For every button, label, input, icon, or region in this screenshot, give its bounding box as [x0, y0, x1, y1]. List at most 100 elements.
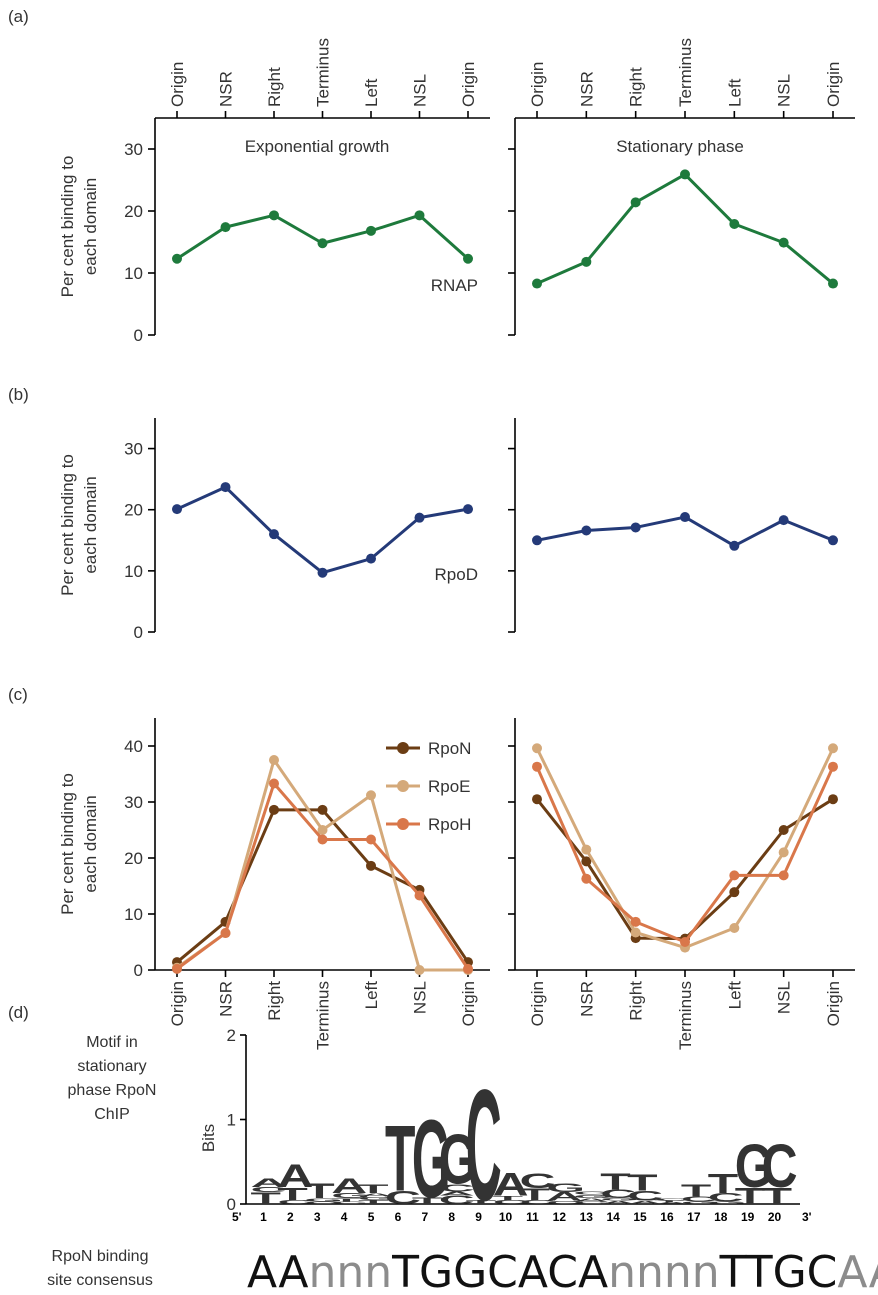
x-tick-label: Left: [362, 981, 381, 1010]
logo-column: CTA 10: [493, 1166, 529, 1224]
series-line: [535, 747, 835, 950]
logo-letter-t: T: [627, 1170, 658, 1196]
logo-y-tick-label: 0: [227, 1195, 236, 1214]
position-label: 16: [660, 1210, 674, 1224]
logo-column: TG 19: [735, 1132, 774, 1224]
data-point: [463, 963, 473, 974]
logo-letter-t: T: [412, 1196, 443, 1206]
logo-letter-a: A: [251, 1176, 287, 1189]
series-rpoh: [172, 778, 473, 974]
series-annotation: RNAP: [431, 276, 478, 295]
logo-letter-c: C: [439, 1193, 475, 1206]
y-axis-label-line2: each domain: [81, 476, 100, 573]
logo-letter-c: C: [331, 1201, 367, 1205]
position-label: 7: [422, 1210, 429, 1224]
x-tick-label: NSL: [775, 981, 794, 1014]
logo-column: GCT 18: [708, 1167, 747, 1224]
x-tick-label: Terminus: [314, 38, 333, 107]
logo-letter-a: A: [277, 1158, 313, 1195]
legend-label: RpoE: [428, 777, 471, 796]
data-point: [778, 847, 789, 858]
logo-column: CTC 11: [520, 1169, 556, 1224]
y-axis-label-line1: Per cent binding to: [58, 156, 77, 298]
data-point: [630, 916, 641, 927]
data-point: [463, 504, 473, 515]
position-label: 14: [606, 1210, 620, 1224]
logo-letter-g: G: [358, 1196, 397, 1201]
y-axis-label-line1: Per cent binding to: [58, 454, 77, 596]
data-point: [532, 535, 542, 546]
series-rpoe: [532, 743, 838, 953]
x-tick-label: Origin: [168, 981, 187, 1026]
logo-letter-g: G: [546, 1181, 585, 1194]
condition-title: Stationary phase: [616, 137, 744, 156]
logo-y-tick-label: 1: [227, 1111, 236, 1130]
data-point: [729, 540, 740, 551]
consensus-label-line: site consensus: [47, 1272, 153, 1289]
legend: RpoN RpoE RpoH: [386, 739, 471, 834]
logo-letter-c: C: [385, 1187, 421, 1208]
data-point: [317, 238, 328, 249]
y-tick-label: 40: [124, 737, 143, 756]
logo-letter-c: C: [546, 1200, 582, 1205]
logo-column: CTA 2: [277, 1158, 313, 1224]
logo-letter-a: A: [573, 1197, 609, 1202]
data-point: [778, 825, 789, 835]
panel-letter-d: (d): [8, 1003, 29, 1022]
data-point: [366, 790, 376, 801]
position-label: 20: [768, 1210, 782, 1224]
data-point: [269, 778, 279, 789]
logo-column: ATC 16: [654, 1199, 690, 1224]
data-point: [366, 860, 376, 871]
logo-letter-t: T: [708, 1167, 739, 1199]
logo-letter-g: G: [304, 1197, 343, 1202]
consensus-fixed-segment: AA: [247, 1247, 308, 1295]
x-tick-label: Right: [265, 981, 284, 1021]
x-tick-label: Terminus: [676, 38, 695, 107]
x-tick-label: Right: [627, 981, 646, 1021]
data-point: [828, 278, 838, 289]
x-tick-label: NSR: [577, 71, 596, 107]
x-tick-label: Origin: [459, 62, 478, 107]
series-rpon: [532, 794, 838, 944]
consensus-fixed-segment: TTGC: [719, 1247, 838, 1295]
position-label: 5: [368, 1210, 375, 1224]
logo-letter-c: C: [573, 1201, 609, 1205]
logo-column: CT6: [385, 1106, 421, 1224]
x-tick-label: Left: [362, 78, 381, 107]
logo-column: TCA 1: [251, 1176, 287, 1224]
y-tick-label: 30: [124, 440, 143, 459]
data-point: [729, 923, 740, 933]
y-axis-label-line2: each domain: [81, 795, 100, 892]
data-point: [269, 755, 279, 765]
legend-marker: [397, 780, 409, 792]
legend-label: RpoN: [428, 739, 471, 758]
series-rnap: [172, 210, 473, 264]
position-label: 4: [341, 1210, 348, 1224]
chart-6: Origin NSR Right Terminus Left NSL Origin: [508, 718, 855, 1050]
y-tick-label: 20: [124, 849, 143, 868]
logo-letter-t: T: [277, 1184, 308, 1204]
logo-y-tick-label: 2: [227, 1026, 236, 1045]
data-point: [172, 963, 182, 974]
data-point: [630, 927, 641, 938]
logo-letter-g: G: [439, 1120, 478, 1199]
data-point: [414, 890, 425, 901]
data-point: [729, 219, 740, 230]
data-point: [778, 515, 789, 526]
logo-letter-a: A: [627, 1200, 663, 1205]
logo-letter-t: T: [762, 1184, 793, 1210]
logo-letter-t: T: [385, 1106, 415, 1211]
consensus-variable-segment: nnnn: [608, 1247, 720, 1295]
x-tick-label: Right: [627, 67, 646, 107]
y-tick-label: 20: [124, 501, 143, 520]
logo-letter-t: T: [600, 1169, 631, 1195]
chart-1: 0 10 20 30 Origin NSR Right Terminus Left NSL Orig…: [58, 38, 490, 345]
three-prime-label: 3': [802, 1210, 812, 1224]
x-tick-label: Origin: [168, 62, 187, 107]
data-point: [828, 743, 838, 754]
y-tick-label: 0: [134, 961, 143, 980]
position-label: 10: [499, 1210, 513, 1224]
